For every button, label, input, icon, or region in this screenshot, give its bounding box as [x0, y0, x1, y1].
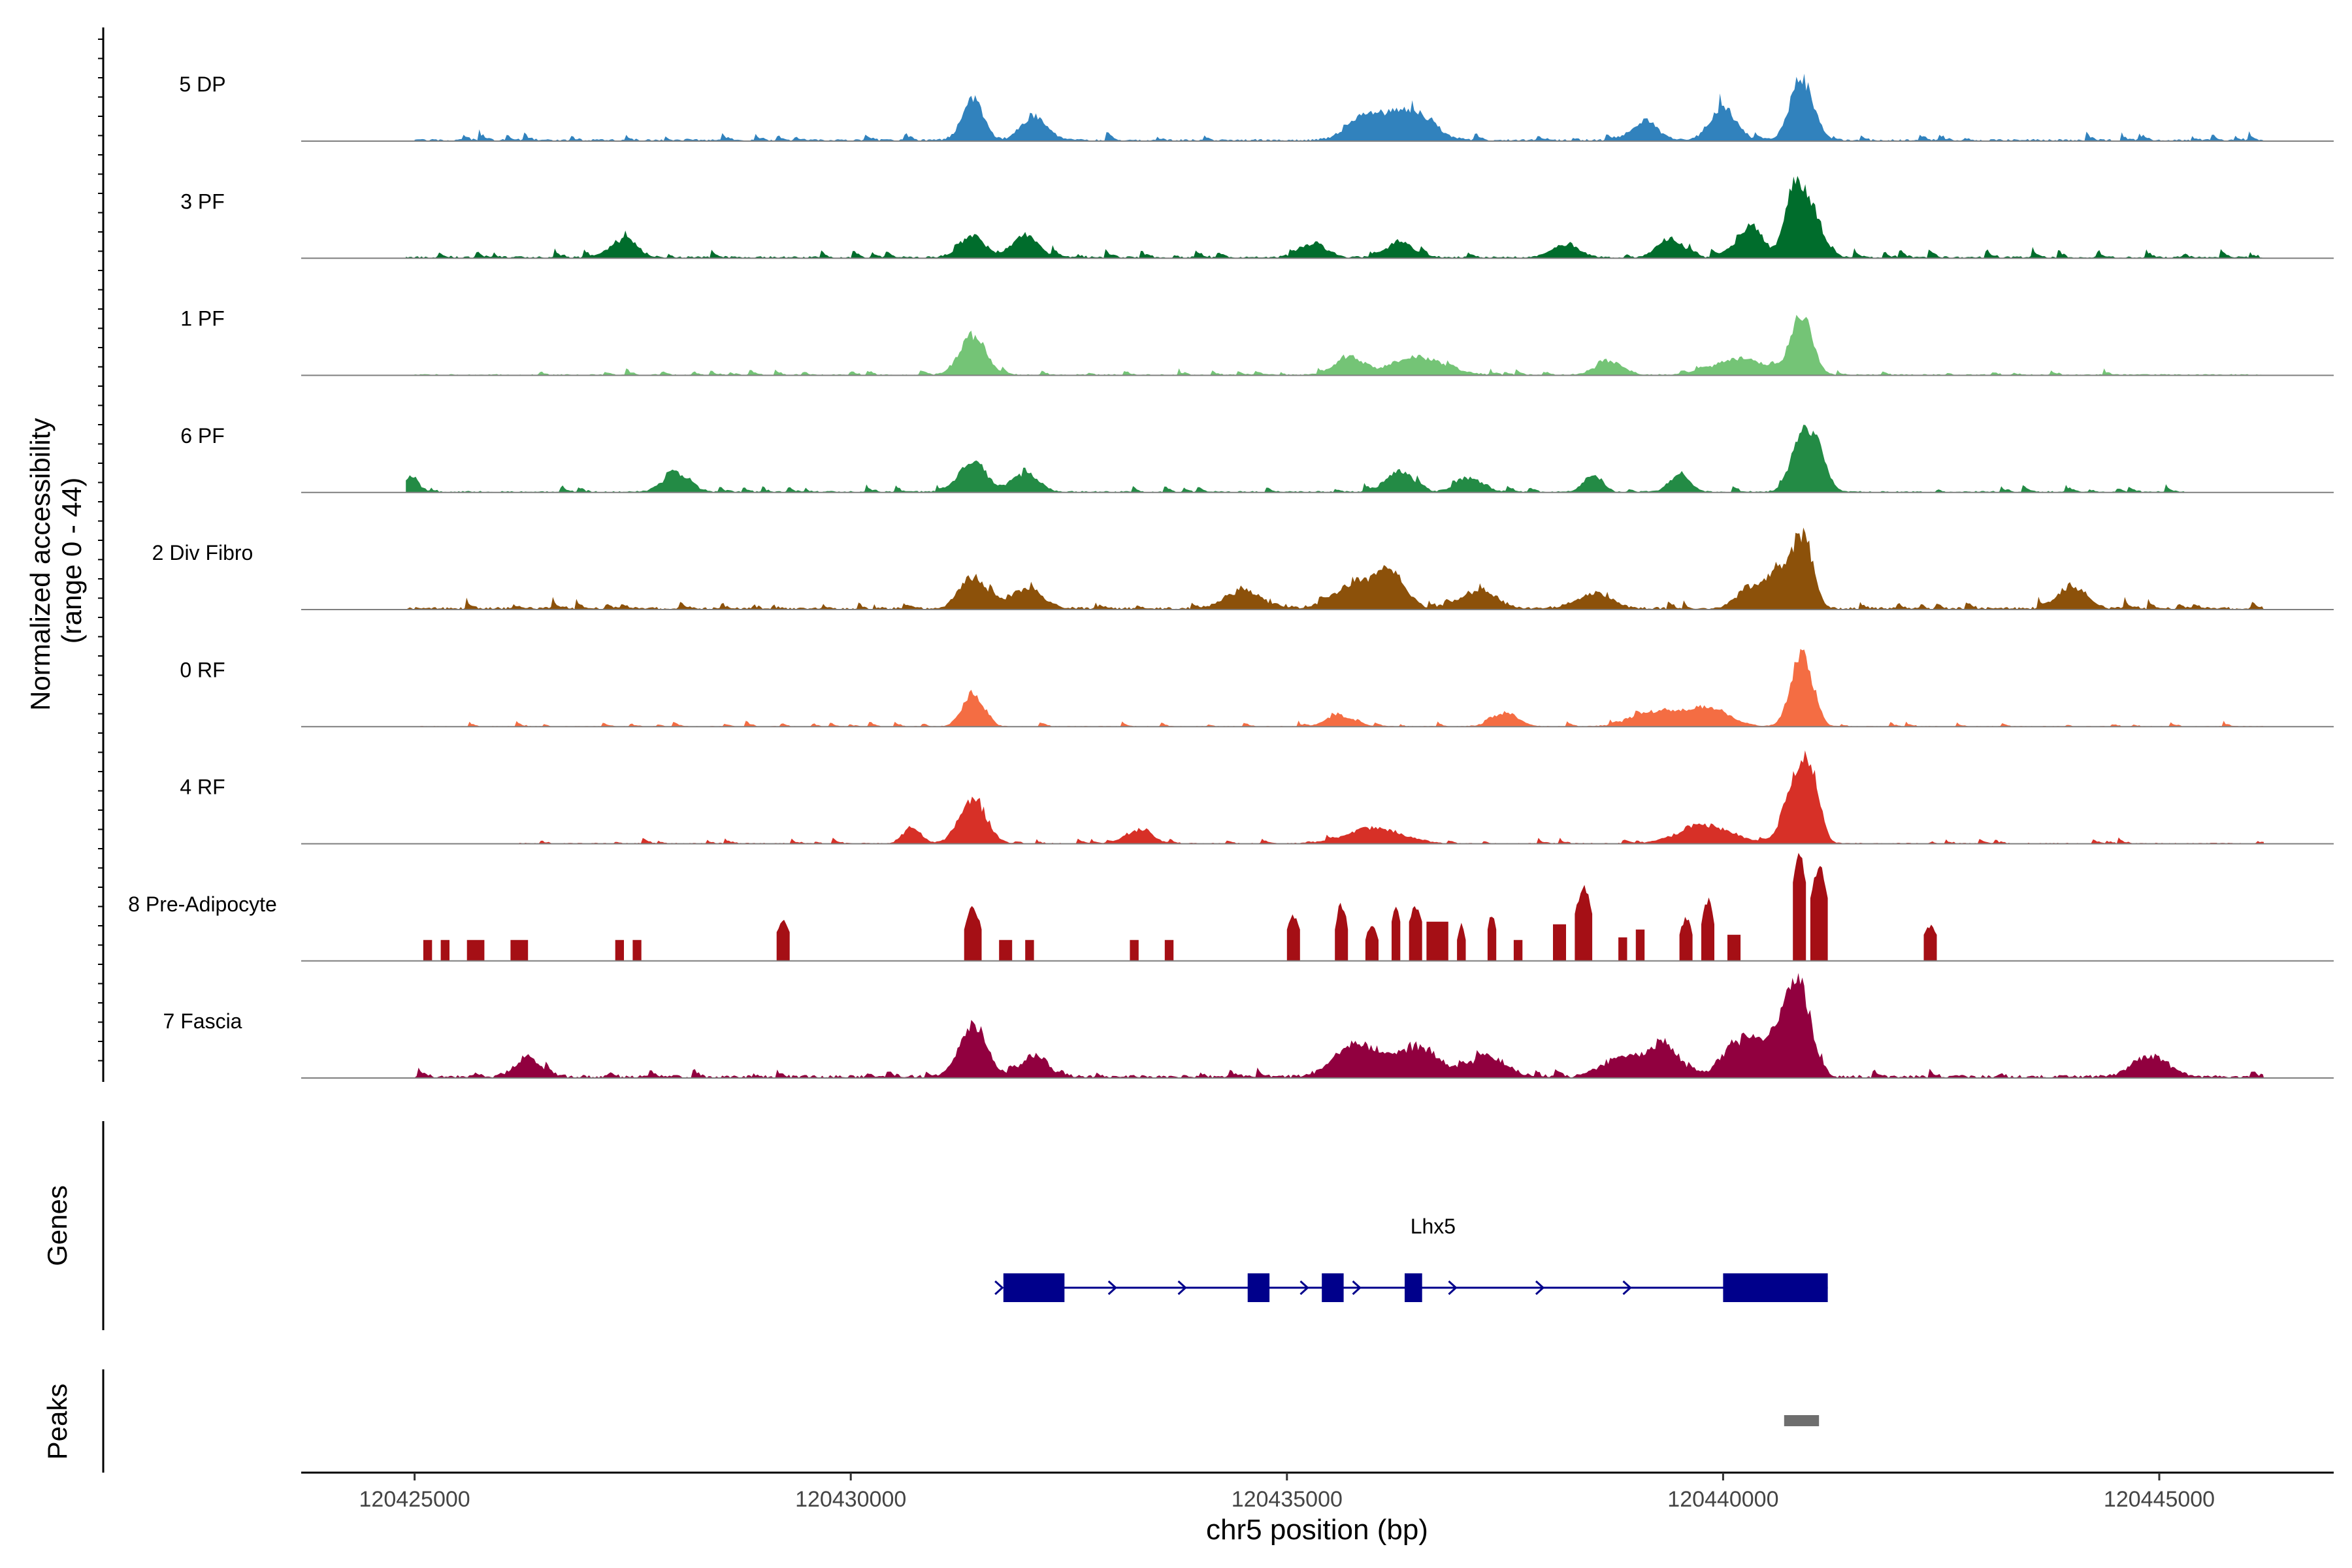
x-tick-label: 120425000 [359, 1487, 470, 1512]
track-label: 6 PF [180, 424, 225, 448]
coverage-area [414, 973, 2264, 1078]
track-label: 2 Div Fibro [152, 541, 253, 564]
gene-model [994, 1273, 1828, 1302]
gene-exon [1405, 1273, 1422, 1302]
track-label: 4 RF [180, 776, 225, 799]
gene-exon [1322, 1273, 1344, 1302]
x-axis-ticks: 120425000 120430000 120435000 120440000 1204… [359, 1473, 2215, 1512]
strand-arrow [1535, 1280, 1545, 1296]
track-1-pf: 1 PF [180, 307, 2334, 376]
peaks-axis-title: Peaks [42, 1384, 73, 1460]
track-label: 5 DP [179, 73, 225, 96]
coverage-tracks: 5 DP 3 PF 1 PF 6 PF 2 Div Fibro 0 RF 4 RF 8 Pre… [128, 73, 2334, 1079]
strand-arrow [994, 1280, 1004, 1296]
coverage-y-axis-title-line1: Normalized accessibility [25, 418, 56, 711]
track-2-div-fibro: 2 Div Fibro [152, 527, 2334, 610]
strand-arrow [1107, 1280, 1117, 1296]
track-7-fascia: 7 Fascia [163, 973, 2334, 1079]
gene-name-label: Lhx5 [1411, 1215, 1456, 1238]
coverage-area [414, 853, 1950, 961]
track-0-rf: 0 RF [180, 649, 2334, 728]
track-label: 0 RF [180, 658, 225, 681]
coverage-area [406, 527, 2264, 610]
x-tick-label: 120440000 [1667, 1487, 1778, 1512]
strand-arrow [1299, 1280, 1309, 1296]
gene-exon [1247, 1273, 1270, 1302]
coverage-y-axis-title-line2: (range 0 - 44) [56, 478, 87, 644]
strand-arrow [1352, 1280, 1362, 1296]
x-axis-title: chr5 position (bp) [1206, 1514, 1428, 1546]
strand-arrow [1177, 1280, 1187, 1296]
peak-region [1784, 1415, 1820, 1426]
gene-exon [1723, 1273, 1828, 1302]
track-label: 7 Fascia [163, 1009, 242, 1033]
coverage-area [406, 176, 2264, 259]
track-label: 3 PF [180, 189, 225, 213]
x-tick-label: 120435000 [1232, 1487, 1343, 1512]
peak-regions [1784, 1415, 1820, 1426]
coverage-area [414, 649, 2264, 727]
track-4-rf: 4 RF [180, 750, 2334, 845]
track-label: 1 PF [180, 307, 225, 331]
track-3-pf: 3 PF [180, 176, 2334, 259]
track-5-dp: 5 DP [179, 73, 2334, 142]
track-label: 8 Pre-Adipocyte [128, 892, 277, 916]
coverage-area [414, 73, 2264, 141]
genes-axis-title: Genes [42, 1185, 73, 1266]
x-tick-label: 120445000 [2104, 1487, 2215, 1512]
coverage-y-axis-ticks [98, 39, 103, 1062]
coverage-area [414, 314, 2264, 376]
strand-arrow [1448, 1280, 1458, 1296]
coverage-y-axis-title: Normalized accessibility (range 0 - 44) [25, 410, 87, 711]
track-6-pf: 6 PF [180, 424, 2334, 493]
gene-exon [1003, 1273, 1065, 1302]
track-8-pre-adipocyte: 8 Pre-Adipocyte [128, 853, 2334, 962]
x-tick-label: 120430000 [795, 1487, 906, 1512]
strand-arrow [1622, 1280, 1632, 1296]
